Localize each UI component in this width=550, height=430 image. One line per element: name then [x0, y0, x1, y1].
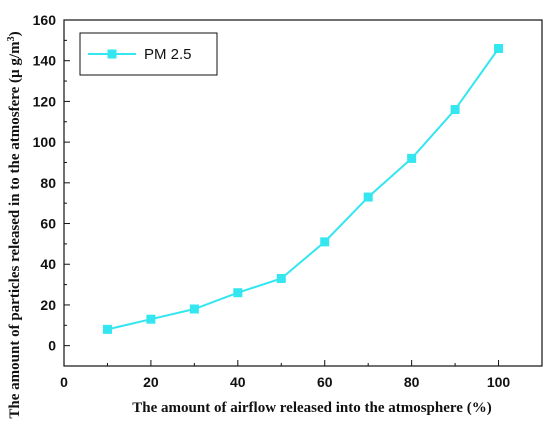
y-axis-title-close: ): [7, 31, 23, 36]
y-tick-label: 120: [33, 93, 57, 109]
y-tick-label: 0: [48, 338, 56, 354]
data-point: [494, 43, 504, 53]
data-point: [276, 273, 286, 283]
y-axis-title-main: The amount of particles released in to t…: [7, 78, 23, 419]
x-tick-label: 100: [487, 374, 511, 390]
legend: PM 2.5: [79, 32, 218, 76]
data-point: [320, 237, 330, 247]
x-tick-label: 60: [317, 374, 333, 390]
data-point: [407, 153, 417, 163]
x-tick-label: 40: [230, 374, 246, 390]
data-point: [363, 192, 373, 202]
data-point: [102, 324, 112, 334]
y-tick-label: 100: [33, 134, 57, 150]
y-axis-title-sup: 3: [6, 36, 17, 41]
y-tick-label: 140: [33, 53, 57, 69]
y-tick-label: 60: [40, 216, 56, 232]
data-point: [233, 288, 243, 298]
plot-frame: [63, 19, 543, 367]
y-tick-label: 20: [40, 297, 56, 313]
axis-ticks: 0 20 40 60 80 100 0 20 40 60 80 100 120 140 160: [33, 12, 543, 390]
y-tick-label: 160: [33, 12, 57, 28]
series-pm25: [102, 43, 504, 334]
data-point: [146, 314, 156, 324]
x-tick-label: 0: [60, 374, 68, 390]
legend-label: PM 2.5: [144, 46, 192, 63]
y-axis-title: The amount of particles released in to t…: [6, 31, 24, 418]
y-tick-label: 40: [40, 256, 56, 272]
y-tick-label: 80: [40, 175, 56, 191]
x-axis-title: The amount of airflow released into the …: [132, 400, 491, 416]
data-point: [189, 304, 199, 314]
x-tick-label: 20: [143, 374, 159, 390]
legend-marker: [107, 49, 117, 59]
series-line: [107, 47, 500, 331]
data-point: [450, 105, 460, 115]
x-tick-label: 80: [404, 374, 420, 390]
y-axis-title-unit: µ g/m: [7, 41, 23, 78]
